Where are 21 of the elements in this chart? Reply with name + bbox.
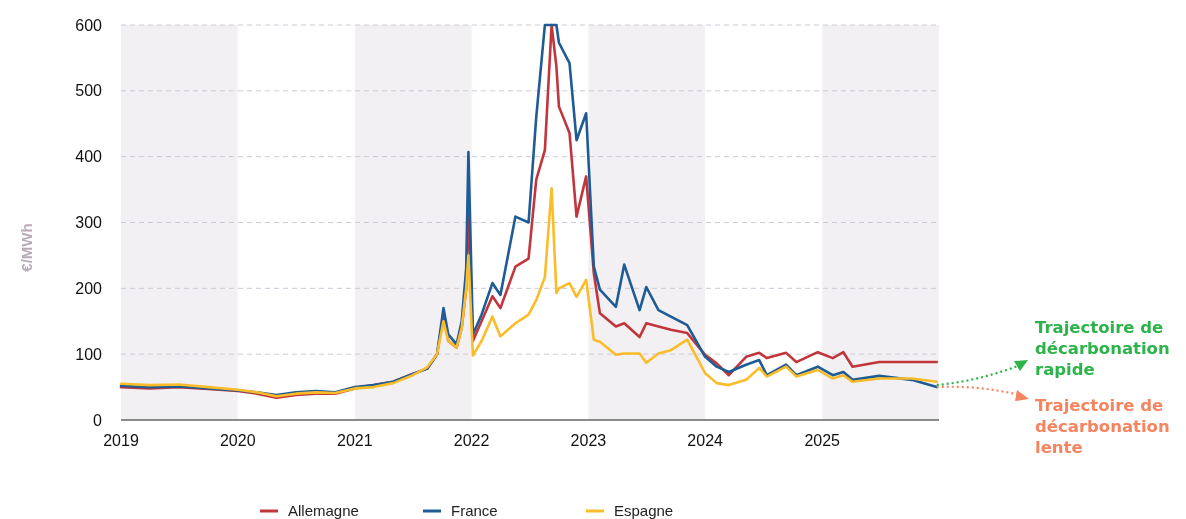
x-tick-label: 2021 <box>337 432 373 449</box>
y-tick-label: 0 <box>93 411 103 429</box>
legend-label: France <box>451 502 498 519</box>
y-tick-label: 300 <box>75 214 103 232</box>
y-axis-title: €/MWh <box>18 223 35 272</box>
line-series <box>119 186 939 398</box>
x-tick-label: 2024 <box>687 432 724 449</box>
y-tick-label: 200 <box>75 279 103 297</box>
x-tick-label: 2023 <box>570 432 607 449</box>
x-tick-label: 2022 <box>453 432 490 449</box>
legend-label: Allemagne <box>288 502 359 519</box>
text: Trajectoire de décarbonation rapide <box>1035 318 1170 379</box>
x-tick-label: 2025 <box>804 432 841 449</box>
y-tick-label: 100 <box>75 345 103 363</box>
x-tick-label: 2019 <box>103 432 139 449</box>
legend-label: Espagne <box>614 502 674 519</box>
y-tick-label: 400 <box>75 148 103 166</box>
y-tick-label: 500 <box>75 82 103 100</box>
y-tick-label: 600 <box>75 16 103 34</box>
x-tick-label: 2020 <box>219 432 256 449</box>
text: Trajectoire de décarbonation lente <box>1035 396 1170 457</box>
